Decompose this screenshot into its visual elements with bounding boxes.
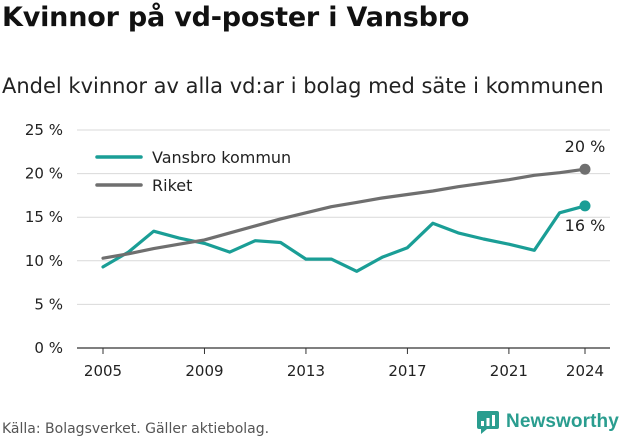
series-end-label: 20 % bbox=[565, 137, 606, 156]
y-tick-label: 20 % bbox=[25, 165, 63, 183]
y-tick-label: 15 % bbox=[25, 208, 63, 226]
series-line-vansbro bbox=[101, 204, 587, 273]
newsworthy-icon bbox=[477, 411, 499, 434]
source-note: Källa: Bolagsverket. Gäller aktiebolag. bbox=[2, 421, 270, 437]
x-tick-label: 2005 bbox=[84, 362, 122, 380]
x-tick-label: 2017 bbox=[388, 362, 426, 380]
brand-name: Newsworthy bbox=[506, 411, 619, 432]
x-tick-label: 2021 bbox=[490, 362, 528, 380]
series-end-point bbox=[579, 163, 591, 175]
x-tick-label: 2009 bbox=[185, 362, 223, 380]
chart-subtitle: Andel kvinnor av alla vd:ar i bolag med … bbox=[2, 74, 604, 98]
newsworthy-logo[interactable]: Newsworthy bbox=[476, 408, 619, 436]
series-line-riket bbox=[101, 167, 587, 260]
y-tick-label: 10 % bbox=[25, 252, 63, 270]
y-tick-label: 0 % bbox=[34, 339, 63, 357]
legend-label: Vansbro kommun bbox=[152, 148, 291, 167]
y-tick-label: 25 % bbox=[25, 121, 63, 139]
x-tick-label: 2024 bbox=[566, 362, 604, 380]
series-end-point bbox=[579, 200, 591, 212]
series-end-label: 16 % bbox=[565, 216, 606, 235]
y-tick-label: 5 % bbox=[34, 295, 63, 313]
x-tick-label: 2013 bbox=[287, 362, 325, 380]
legend-label: Riket bbox=[152, 176, 192, 195]
chart-title: Kvinnor på vd-poster i Vansbro bbox=[2, 2, 470, 33]
